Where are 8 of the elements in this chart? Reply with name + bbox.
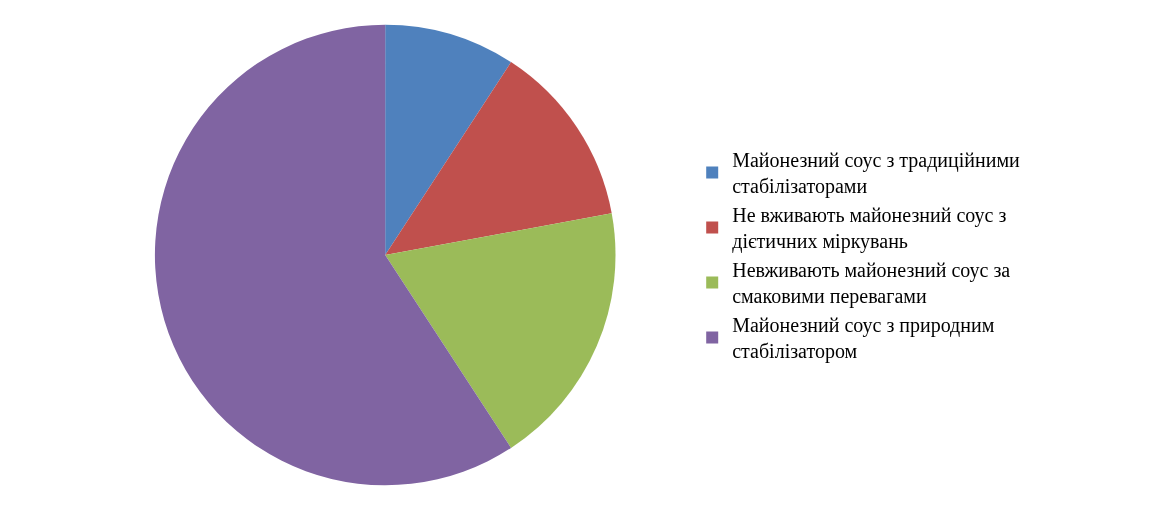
pie-slice — [385, 62, 612, 255]
pie-slice — [155, 24, 512, 485]
pie-slice — [385, 24, 512, 255]
legend-label: Майонезний соус з традиційними стабілізаторами — [732, 149, 1021, 199]
legend-label: Майонезний соус з природним стабілізатором — [732, 314, 995, 364]
legend-label: Невживають майонезний соус за смаковими перевагами — [732, 259, 1011, 309]
legend-label: Не вживають майонезний соус з дієтичних міркувань — [732, 204, 1007, 254]
pie-slice — [385, 213, 616, 448]
